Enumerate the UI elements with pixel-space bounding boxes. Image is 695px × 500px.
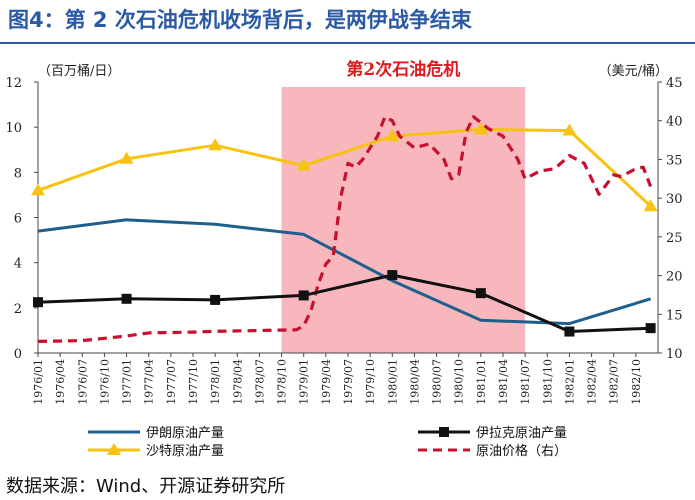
x-tick-label: 1977/01 <box>121 359 134 405</box>
right-tick-label: 25 <box>666 231 683 246</box>
point-iraq <box>387 270 398 281</box>
point-saudi <box>473 122 488 135</box>
x-tick-label: 1981/10 <box>541 359 554 405</box>
legend-marker-saudi <box>107 443 121 455</box>
x-tick-label: 1981/07 <box>519 359 532 405</box>
x-tick-label: 1982/04 <box>586 359 599 405</box>
point-saudi <box>562 123 577 136</box>
series-line-oil <box>37 115 653 343</box>
x-tick-label: 1979/10 <box>364 359 377 405</box>
point-saudi <box>296 158 311 171</box>
x-tick-label: 1982/01 <box>563 359 576 405</box>
title-divider <box>0 42 695 44</box>
right-tick-label: 35 <box>666 153 683 168</box>
left-tick-label: 6 <box>14 212 22 227</box>
x-tick-label: 1979/01 <box>298 359 311 405</box>
x-tick-label: 1980/07 <box>431 359 444 405</box>
point-saudi <box>208 138 223 151</box>
series-line-saudi <box>37 127 652 208</box>
left-tick-label: 10 <box>5 121 22 136</box>
right-tick-label: 20 <box>666 270 683 285</box>
left-tick-label: 4 <box>14 257 22 272</box>
x-tick-label: 1980/10 <box>453 359 466 405</box>
point-iraq <box>121 293 132 304</box>
x-tick-label: 1976/01 <box>32 359 45 405</box>
point-saudi <box>643 199 658 212</box>
x-tick-label: 1980/04 <box>408 359 421 405</box>
legend-label-iran: 伊朗原油产量 <box>146 426 224 441</box>
point-iraq <box>564 326 575 337</box>
point-iraq <box>210 294 221 305</box>
point-iraq <box>475 288 486 299</box>
x-tick-label: 1978/10 <box>276 359 289 405</box>
x-tick-label: 1979/07 <box>342 359 355 405</box>
highlight-label: 第2次石油危机 <box>346 59 460 80</box>
point-saudi <box>31 183 45 196</box>
right-tick-label: 30 <box>666 192 683 207</box>
left-tick-label: 8 <box>14 166 22 181</box>
left-tick-label: 0 <box>14 347 22 362</box>
x-tick-label: 1978/07 <box>253 359 266 405</box>
point-iraq <box>33 297 43 308</box>
x-tick-label: 1977/10 <box>187 359 200 405</box>
x-tick-label: 1978/04 <box>231 359 244 405</box>
right-tick-label: 45 <box>666 76 683 91</box>
x-tick-label: 1977/04 <box>143 359 156 405</box>
left-axis-unit: （百万桶/日） <box>38 64 120 79</box>
legend-label-iraq: 伊拉克原油产量 <box>476 426 567 441</box>
point-saudi <box>385 129 400 142</box>
legend-label-saudi: 沙特原油产量 <box>146 444 224 459</box>
x-tick-label: 1980/01 <box>386 359 399 405</box>
source-note: 数据来源：Wind、开源证券研究所 <box>6 476 286 497</box>
x-tick-label: 1982/10 <box>630 359 643 405</box>
line-chart: 第2次石油危机 0 2 4 6 8 10 12 10 15 20 25 30 35 40 45 （百万桶/日） （… <box>5 59 683 459</box>
x-tick-label: 1981/01 <box>475 359 488 405</box>
x-tick-label: 1982/07 <box>608 359 621 405</box>
right-tick-label: 40 <box>666 115 683 130</box>
x-tick-label: 1976/04 <box>54 359 67 405</box>
x-tick-label: 1978/01 <box>209 359 222 405</box>
right-tick-label: 15 <box>666 308 683 323</box>
left-tick-label: 12 <box>5 76 22 91</box>
legend-marker-iraq <box>439 427 449 437</box>
x-tick-label: 1976/10 <box>98 359 111 405</box>
series-line-iraq <box>37 273 651 333</box>
legend-label-oil: 原油价格（右） <box>476 443 567 459</box>
point-iraq <box>645 323 656 334</box>
left-tick-label: 2 <box>14 302 22 317</box>
point-iraq <box>298 290 309 301</box>
x-tick-label: 1976/07 <box>76 359 89 405</box>
right-axis-unit: （美元/桶） <box>599 64 668 79</box>
x-tick-label: 1979/04 <box>320 359 333 405</box>
point-saudi <box>119 151 134 164</box>
series-line-iran <box>37 218 652 326</box>
x-tick-label: 1981/04 <box>497 359 510 405</box>
x-tick-label: 1977/07 <box>165 359 178 405</box>
right-tick-label: 10 <box>666 347 683 362</box>
figure-title: 图4：第 2 次石油危机收场背后，是两伊战争结束 <box>8 8 472 32</box>
